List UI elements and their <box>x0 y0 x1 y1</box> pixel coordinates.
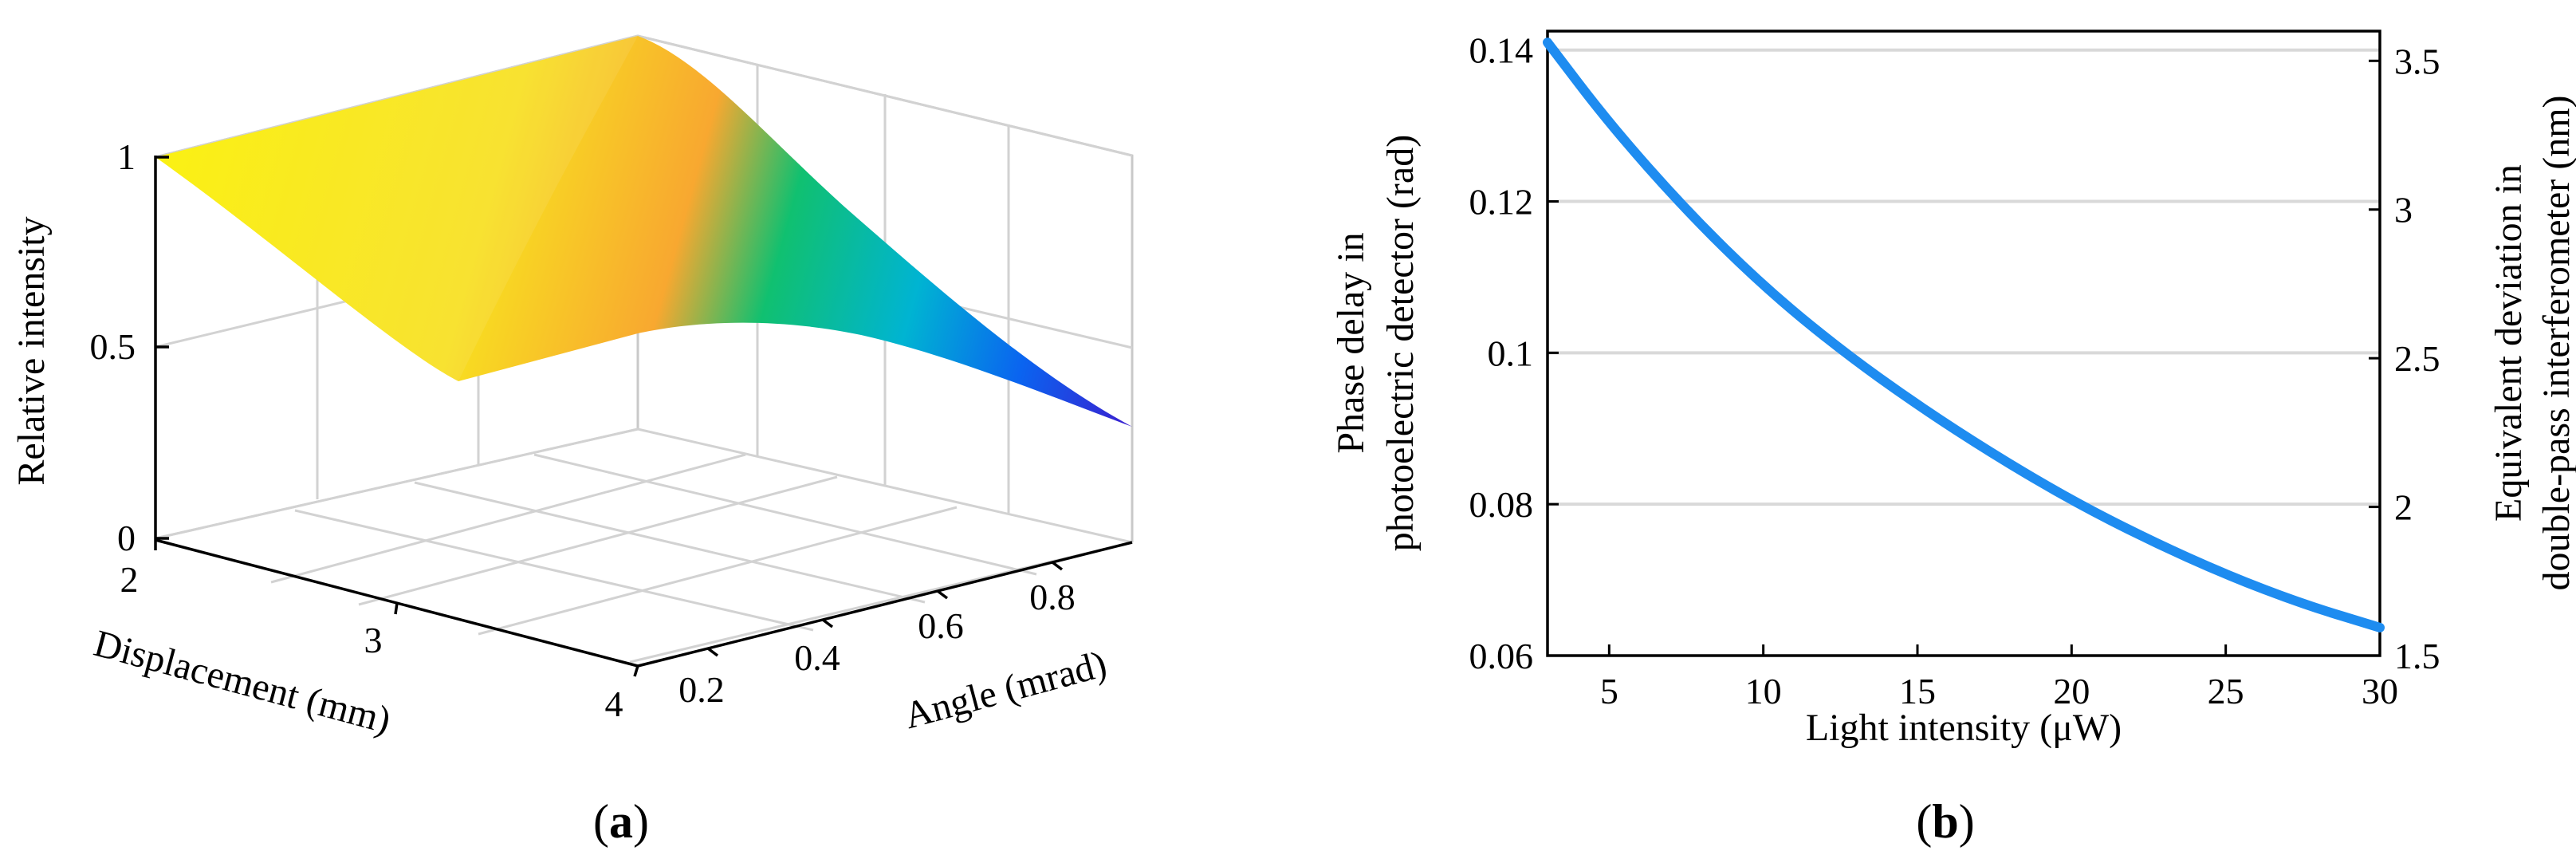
panel-label-b: (b) <box>1916 795 1974 848</box>
y2-tick-label: 2 <box>2394 487 2413 528</box>
ticks-b: 0.06 0.08 0.1 0.12 0.14 1.5 2 2.5 3 3.5 5 10 15 20 25 3… <box>1469 30 2440 711</box>
y2-tick-label: 1.5 <box>2394 636 2440 676</box>
intensity-surface <box>155 36 1132 427</box>
y-tick-label: 0.6 <box>918 605 964 646</box>
x-tick-label: 10 <box>1745 671 1782 711</box>
x-axis-label: Light intensity (μW) <box>1806 707 2122 749</box>
y-axis-label-line2: photoelectric detector (rad) <box>1379 135 1422 551</box>
surface-shading <box>155 36 638 381</box>
x-axis-label: Displacement (mm) <box>89 622 395 742</box>
z-tick-label: 1 <box>117 136 136 177</box>
axes-a <box>154 156 1133 677</box>
x-tick-label: 2 <box>120 559 139 600</box>
plot-frame-b <box>1546 30 2381 657</box>
gridlines-b <box>1548 48 2380 506</box>
x-tick-label: 3 <box>364 620 383 660</box>
x-tick-label: 15 <box>1899 671 1936 711</box>
x-tick-label: 20 <box>2053 671 2090 711</box>
x-tick-label: 25 <box>2208 671 2244 711</box>
y2-axis-label-line2: double-pass interferometer (nm) <box>2535 95 2576 590</box>
y-tick-label: 0.1 <box>1488 333 1534 373</box>
x-tick-label: 5 <box>1600 671 1618 711</box>
y2-tick-label: 2.5 <box>2394 338 2440 379</box>
z-tick-label: 0.5 <box>90 326 136 367</box>
y-axis-label-line1: Phase delay in <box>1330 232 1372 453</box>
y2-tick-label: 3.5 <box>2394 41 2440 81</box>
phase-delay-line <box>1543 37 2385 632</box>
y-axis-label: Angle (mrad) <box>900 643 1111 737</box>
panel-label-a: (a) <box>593 795 649 848</box>
y-tick-label: 0.8 <box>1029 577 1076 617</box>
y-tick-label: 0.2 <box>678 669 725 710</box>
y-tick-label: 0.08 <box>1469 484 1534 525</box>
x-tick-label: 4 <box>605 684 623 724</box>
x-tick-label: 30 <box>2362 671 2398 711</box>
y-tick-label: 0.12 <box>1469 182 1534 223</box>
z-axis-label: Relative intensity <box>10 216 53 485</box>
y-tick-label: 0.14 <box>1469 30 1534 71</box>
line-chart-b: 0.06 0.08 0.1 0.12 0.14 1.5 2 2.5 3 3.5 5 10 15 20 25 3… <box>1330 30 2576 848</box>
surface-plot-a: 1 0.5 0 2 3 4 0.2 0.4 0.6 0.8 Relative i… <box>10 34 1134 848</box>
y-tick-label: 0.06 <box>1469 636 1534 676</box>
y2-tick-label: 3 <box>2394 190 2413 231</box>
y-tick-label: 0.4 <box>794 637 840 678</box>
z-tick-label: 0 <box>117 518 136 558</box>
y2-axis-label-line1: Equivalent deviation in <box>2488 164 2530 522</box>
